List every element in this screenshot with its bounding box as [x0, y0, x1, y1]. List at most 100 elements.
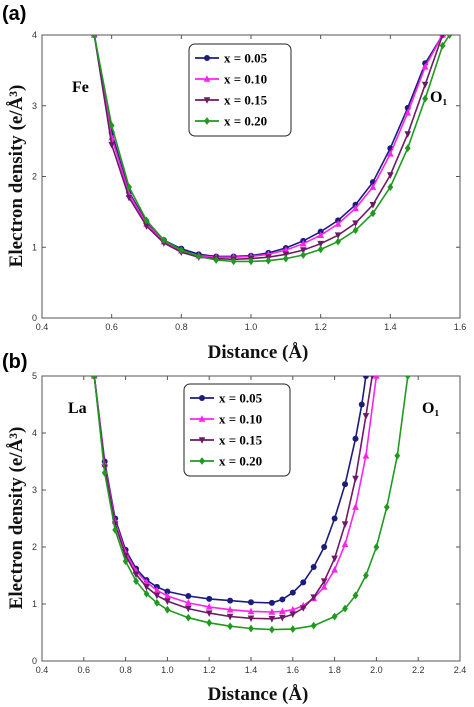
x-axis-title: Distance (Å): [208, 684, 309, 705]
data-point: [362, 413, 370, 420]
data-point: [226, 613, 234, 621]
data-point: [143, 589, 150, 598]
legend-label: x = 0.15: [224, 93, 268, 108]
data-point: [421, 81, 429, 89]
x-tick-label: 1.0: [161, 665, 174, 675]
data-point: [248, 599, 254, 606]
data-point: [122, 557, 129, 566]
legend-label: x = 0.05: [219, 391, 263, 406]
data-point: [178, 246, 185, 254]
data-point: [320, 578, 328, 585]
y-tick-label: 4: [32, 30, 37, 40]
data-point: [404, 109, 412, 116]
data-point: [153, 592, 161, 600]
legend-label: x = 0.20: [224, 114, 267, 129]
data-point: [331, 515, 338, 522]
series-line: [93, 35, 451, 263]
data-point: [369, 202, 377, 209]
data-point: [143, 578, 150, 586]
data-point: [143, 584, 150, 591]
data-point: [143, 216, 150, 225]
data-point: [387, 150, 394, 157]
legend-swatch-marker: [198, 437, 206, 444]
x-tick-label: 2.2: [412, 665, 425, 675]
data-point: [282, 246, 290, 253]
data-point: [91, 376, 98, 380]
data-point: [370, 209, 376, 218]
data-point: [205, 610, 213, 617]
data-point: [248, 257, 254, 266]
data-point: [300, 251, 307, 259]
x-tick-label: 1.6: [454, 322, 467, 332]
data-point: [321, 544, 328, 550]
legend-swatch-marker: [204, 55, 210, 61]
y-tick-label: 2: [32, 172, 37, 182]
legend-box: [188, 43, 292, 137]
data-point: [213, 256, 220, 264]
data-point: [133, 577, 139, 586]
x-tick-label: 1.2: [314, 322, 327, 332]
series-4: [91, 35, 453, 266]
data-point: [247, 615, 255, 623]
data-point: [153, 586, 161, 594]
data-point: [185, 613, 192, 622]
data-point: [352, 475, 359, 483]
legend-label: x = 0.10: [219, 412, 262, 427]
atom-label-left: La: [68, 400, 87, 417]
data-point: [269, 625, 275, 634]
data-point: [164, 605, 171, 614]
x-tick-label: 0.8: [175, 322, 188, 332]
chart-panel-b: (b) 0.4 0.6 0.8 1.0 1.2 1.4 1.6 1.8 2.0 2.2 2.4 0 1 2 3…: [2, 351, 466, 705]
data-point: [164, 592, 171, 599]
data-point: [331, 555, 338, 563]
x-tick-label: 2.4: [454, 665, 467, 675]
legend-label: x = 0.10: [224, 72, 267, 87]
data-point: [289, 625, 296, 633]
data-point: [352, 435, 359, 442]
data-point: [154, 598, 160, 607]
data-point: [334, 220, 342, 227]
data-point: [446, 35, 453, 39]
x-axis-title: Distance (Å): [208, 342, 309, 363]
data-point: [404, 131, 412, 138]
data-point: [352, 226, 359, 235]
data-point: [195, 252, 202, 261]
data-point: [248, 624, 254, 633]
data-point: [370, 376, 375, 380]
x-tick-label: 0.4: [36, 322, 49, 332]
data-point: [143, 223, 150, 230]
x-tick-label: 0.6: [105, 322, 118, 332]
data-point: [404, 376, 411, 380]
legend-label: x = 0.05: [224, 51, 268, 66]
data-point: [352, 204, 359, 212]
atom-label-left: Fe: [72, 79, 89, 96]
data-point: [206, 618, 213, 627]
data-point: [226, 605, 234, 613]
data-point: [387, 183, 394, 192]
y-tick-label: 1: [32, 242, 37, 252]
data-point: [310, 594, 317, 601]
data-point: [125, 194, 133, 202]
data-point: [268, 599, 275, 606]
y-tick-label: 0: [32, 656, 37, 666]
legend-swatch-marker: [199, 457, 205, 465]
legend-label: x = 0.20: [219, 454, 262, 469]
data-point: [383, 503, 390, 511]
data-point: [132, 571, 140, 579]
data-point: [358, 401, 365, 408]
data-point: [164, 598, 171, 605]
legend: x = 0.05 x = 0.10 x = 0.15 x = 0.20: [183, 383, 291, 477]
chart-panel-a: (a) 0.4 0.6 0.8 1.0 1.2 1.4 1.6 0 1 2 3 4 Distance (Å…: [2, 3, 466, 363]
y-axis-title: Electron density (e/Å³): [6, 85, 27, 268]
data-point: [164, 588, 171, 595]
data-point: [342, 604, 348, 613]
data-point: [362, 452, 370, 459]
data-point: [331, 566, 338, 573]
data-point: [439, 41, 446, 50]
x-tick-label: 1.2: [203, 665, 216, 675]
data-point: [227, 622, 233, 631]
data-point: [206, 595, 213, 602]
data-point: [268, 616, 276, 623]
legend-label: x = 0.15: [219, 433, 263, 448]
